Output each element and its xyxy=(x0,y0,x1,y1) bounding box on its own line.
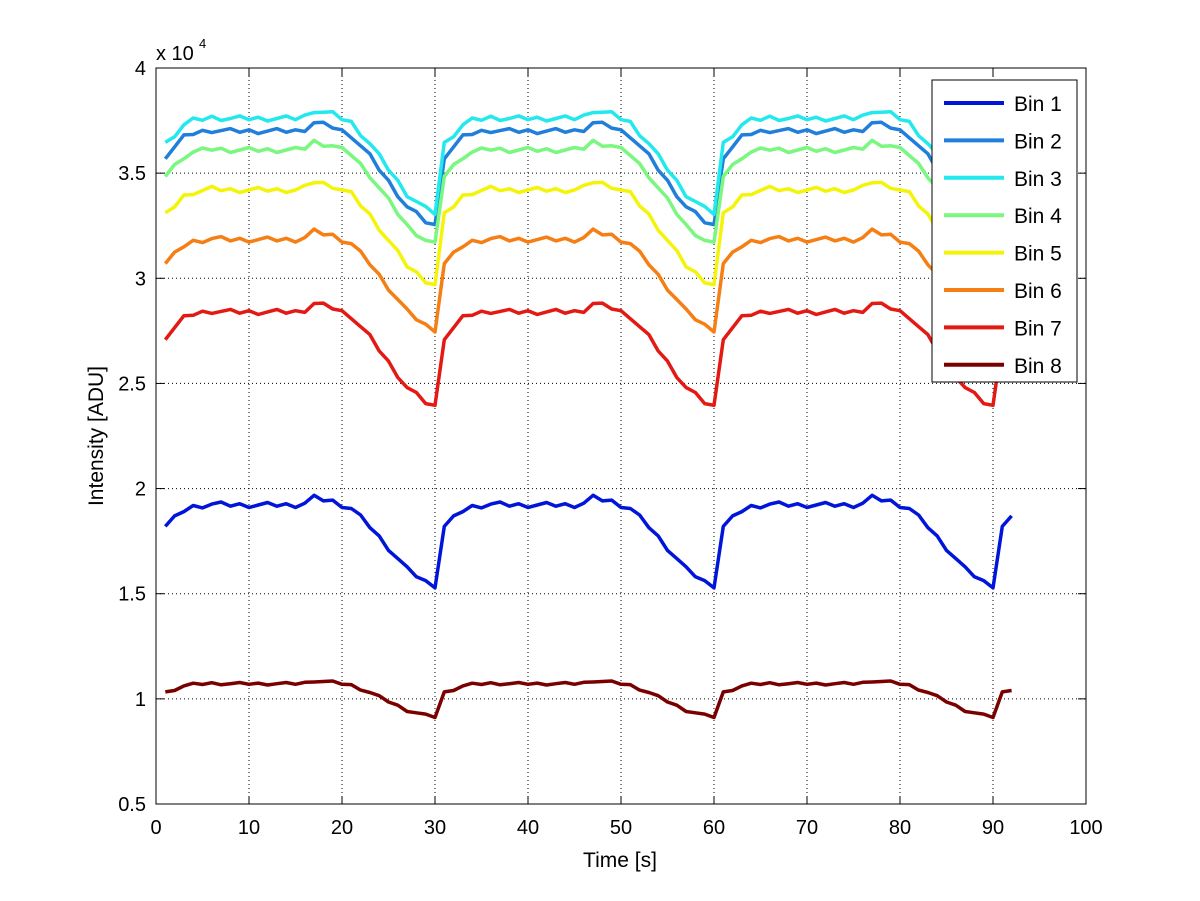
legend-label-6: Bin 6 xyxy=(1014,280,1062,303)
x-tick-label: 80 xyxy=(889,817,911,839)
y-tick-label: 0.5 xyxy=(118,794,146,816)
legend-label-4: Bin 4 xyxy=(1014,205,1062,228)
series-line-8 xyxy=(165,679,1012,720)
legend: Bin 1 Bin 2 Bin 3 Bin 4 Bin 5 Bin 6 Bin 7 Bin 8 xyxy=(931,79,1078,383)
y-tick-label: 3 xyxy=(135,268,146,290)
y-tick-label: 1.5 xyxy=(118,584,146,606)
x-tick-label: 20 xyxy=(331,817,353,839)
legend-label-5: Bin 5 xyxy=(1014,243,1062,266)
y-axis-label: Intensity [ADU] xyxy=(85,366,108,506)
x-tick-label: 70 xyxy=(796,817,818,839)
x-axis-label: Time [s] xyxy=(583,849,657,872)
y-tick-label: 2.5 xyxy=(118,373,146,395)
series-line-6 xyxy=(163,227,1013,334)
legend-label-7: Bin 7 xyxy=(1014,317,1062,340)
y-tick-label: 1 xyxy=(135,689,146,711)
y-tick-label: 4 xyxy=(135,58,146,80)
x-tick-label: 10 xyxy=(238,817,260,839)
legend-label-2: Bin 2 xyxy=(1014,130,1062,153)
series-line-5 xyxy=(164,180,1013,287)
y-tick-label: 2 xyxy=(135,479,146,501)
series-line-4 xyxy=(163,138,1013,244)
x-tick-label: 30 xyxy=(424,817,446,839)
legend-box xyxy=(931,79,1078,383)
x-tick-label: 40 xyxy=(517,817,539,839)
x-tick-label: 100 xyxy=(1069,817,1102,839)
y-exponent-label: x 10 xyxy=(156,43,194,65)
x-tick-label: 50 xyxy=(610,817,632,839)
x-tick-label: 60 xyxy=(703,817,725,839)
x-tick-label: 90 xyxy=(982,817,1004,839)
legend-label-3: Bin 3 xyxy=(1014,168,1062,191)
x-tick-label: 0 xyxy=(150,817,161,839)
series-line-7 xyxy=(163,301,1013,408)
y-tick-label: 3.5 xyxy=(118,163,146,185)
series-line-1 xyxy=(163,493,1013,590)
series-line-2 xyxy=(163,120,1013,227)
legend-label-8: Bin 8 xyxy=(1014,355,1062,378)
y-exponent-power: 4 xyxy=(199,36,206,51)
legend-label-1: Bin 1 xyxy=(1014,93,1062,116)
series-line-3 xyxy=(164,109,1013,217)
